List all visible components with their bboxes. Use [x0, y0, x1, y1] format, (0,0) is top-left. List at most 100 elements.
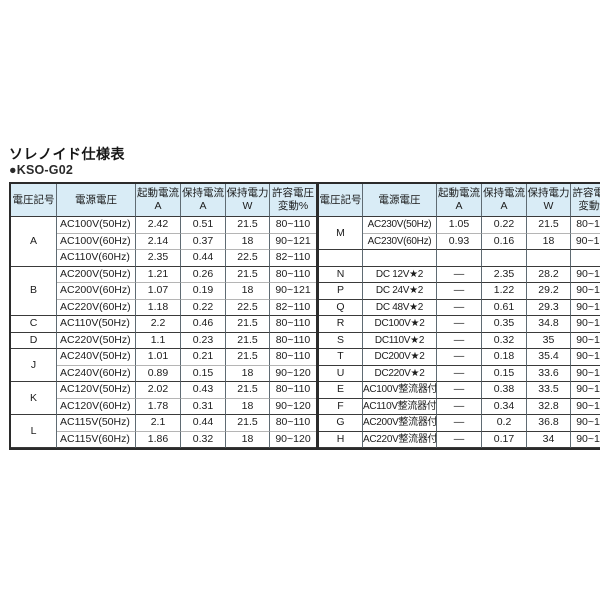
- voltage-cell: DC 12V★2: [363, 266, 437, 283]
- column-header: 電源電圧: [363, 184, 437, 217]
- value-cell: 18: [527, 233, 571, 250]
- voltage-cell: DC220V★2: [363, 365, 437, 382]
- voltage-cell: DC 24V★2: [363, 283, 437, 300]
- column-header-label: 電源電圧: [75, 193, 117, 206]
- value-cell: 80~110: [270, 217, 316, 234]
- page-title: ソレノイド仕様表: [9, 146, 125, 162]
- value-cell: —: [437, 316, 482, 333]
- voltage-cell: AC110V(50Hz): [57, 316, 136, 333]
- voltage-cell: AC240V(60Hz): [57, 365, 136, 382]
- symbol-cell: U: [319, 365, 363, 382]
- column-header-unit: 変動%: [277, 200, 309, 212]
- table-row: C AC110V(50Hz) 2.2 0.46 21.5 80~110: [11, 316, 316, 333]
- value-cell: 0.19: [181, 283, 226, 300]
- table-row: AC240V(60Hz) 0.89 0.15 18 90~120: [11, 365, 316, 382]
- voltage-cell: AC110V整流器付: [363, 398, 437, 415]
- column-header-label: 保持電力: [226, 187, 269, 199]
- value-cell: 21.5: [226, 382, 270, 399]
- value-cell: 80~110: [270, 415, 316, 432]
- column-header-unit: A: [154, 200, 162, 212]
- column-header-label: 許容電圧: [272, 187, 314, 199]
- symbol-cell: C: [11, 316, 57, 333]
- value-cell: 90~120: [270, 432, 316, 448]
- column-header: 保持電力 W: [527, 184, 571, 217]
- table-row: AC115V(60Hz) 1.86 0.32 18 90~120: [11, 431, 316, 448]
- table-row: AC110V(60Hz) 2.35 0.44 22.5 82~110: [11, 250, 316, 267]
- column-header-unit: A: [199, 200, 207, 212]
- table-row: A AC100V(50Hz) 2.42 0.51 21.5 80~110: [11, 217, 316, 267]
- value-cell: 80~110: [270, 382, 316, 399]
- value-cell: 0.44: [181, 250, 226, 267]
- value-cell: 82~110: [270, 300, 316, 316]
- symbol-cell: K: [11, 382, 57, 415]
- value-cell: 90~110: [571, 366, 600, 382]
- voltage-cell: AC220V整流器付: [363, 431, 437, 448]
- value-cell: 2.1: [136, 415, 181, 432]
- symbol-cell: E: [319, 382, 363, 399]
- symbol-cell: F: [319, 398, 363, 415]
- value-cell: 80~110: [270, 267, 316, 283]
- voltage-cell: AC120V(50Hz): [57, 382, 136, 399]
- value-cell: 0.46: [181, 316, 226, 333]
- value-cell: 29.2: [527, 283, 571, 300]
- column-header: 電圧記号: [319, 184, 363, 217]
- value-cell: 0.16: [482, 233, 527, 250]
- value-cell: 0.38: [482, 382, 527, 399]
- column-header-unit: A: [500, 200, 508, 212]
- column-header: 保持電流 A: [181, 184, 226, 217]
- table-row: AC200V(60Hz) 1.07 0.19 18 90~121: [11, 283, 316, 300]
- value-cell: 90~110: [571, 349, 600, 366]
- value-cell: —: [437, 415, 482, 432]
- value-cell: 90~110: [571, 316, 600, 333]
- symbol-cell: A: [11, 217, 57, 267]
- value-cell: [437, 250, 482, 267]
- value-cell: 90~110: [571, 300, 600, 316]
- value-cell: —: [437, 349, 482, 366]
- value-cell: 90~120: [270, 366, 316, 382]
- voltage-cell: AC100V(60Hz): [57, 233, 136, 250]
- value-cell: 90~120: [270, 399, 316, 415]
- value-cell: 0.15: [482, 365, 527, 382]
- column-header-unit: W: [543, 200, 554, 212]
- value-cell: 18: [226, 431, 270, 448]
- value-cell: 2.2: [136, 316, 181, 333]
- value-cell: —: [437, 431, 482, 448]
- value-cell: 18: [226, 233, 270, 250]
- value-cell: 2.35: [136, 250, 181, 267]
- value-cell: 0.34: [482, 398, 527, 415]
- value-cell: 28.2: [527, 266, 571, 283]
- value-cell: 90~121: [270, 234, 316, 250]
- column-header: 電圧記号: [11, 184, 57, 217]
- value-cell: 0.51: [181, 217, 226, 234]
- value-cell: 1.1: [136, 332, 181, 349]
- voltage-cell: DC 48V★2: [363, 299, 437, 316]
- value-cell: 0.32: [181, 431, 226, 448]
- voltage-cell: AC220V(50Hz): [57, 332, 136, 349]
- value-cell: 21.5: [226, 349, 270, 366]
- column-header: 保持電流 A: [482, 184, 527, 217]
- value-cell: 32.8: [527, 398, 571, 415]
- column-header-label: 電圧記号: [12, 193, 55, 206]
- value-cell: 1.18: [136, 299, 181, 316]
- voltage-cell: AC200V(50Hz): [57, 266, 136, 283]
- value-cell: 22.5: [226, 250, 270, 267]
- voltage-cell: DC100V★2: [363, 316, 437, 333]
- value-cell: —: [437, 365, 482, 382]
- column-header-label: 保持電流: [483, 187, 525, 199]
- value-cell: 33.5: [527, 382, 571, 399]
- value-cell: 90~110: [571, 267, 600, 283]
- value-cell: 1.07: [136, 283, 181, 300]
- value-cell: 0.26: [181, 266, 226, 283]
- value-cell: 35: [527, 332, 571, 349]
- symbol-cell: J: [11, 349, 57, 382]
- value-cell: 2.42: [136, 217, 181, 234]
- value-cell: 0.89: [136, 365, 181, 382]
- symbol-cell: Q: [319, 299, 363, 316]
- value-cell: 90~110: [571, 333, 600, 349]
- symbol-cell: G: [319, 415, 363, 432]
- column-header: 許容電圧変動%: [270, 184, 316, 217]
- value-cell: 21.5: [226, 332, 270, 349]
